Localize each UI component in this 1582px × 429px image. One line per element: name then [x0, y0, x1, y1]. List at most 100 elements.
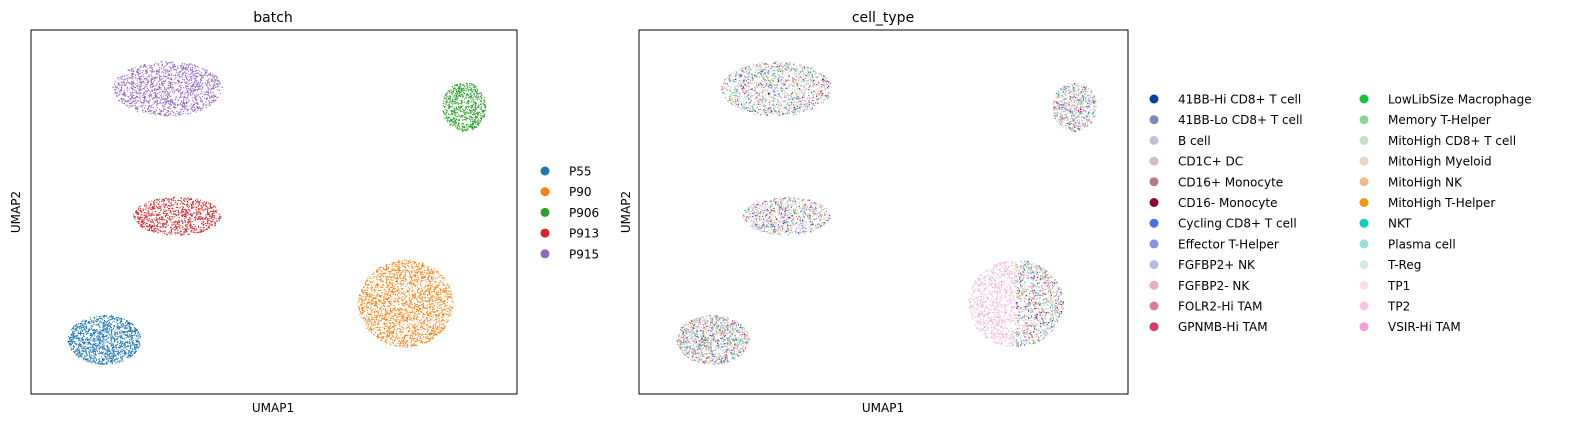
legend-label-T-Reg: T-Reg	[1387, 258, 1421, 272]
cell-type-cluster-points	[745, 205, 830, 235]
legend-label-P55: P55	[569, 165, 592, 179]
legend-label-41BB-Lo CD8+ T cell: 41BB-Lo CD8+ T cell	[1178, 113, 1303, 127]
legend-marker-MitoHigh NK	[1359, 177, 1369, 187]
cell-type-cluster-points	[746, 199, 830, 236]
cell-type-legend: 41BB-Hi CD8+ T cell 41BB-Lo CD8+ T cell B …	[1149, 93, 1532, 334]
legend-marker-LowLibSize Macrophage	[1359, 94, 1369, 104]
batch-cluster-P90	[358, 259, 454, 348]
legend-marker-P915	[540, 249, 550, 259]
legend-label-LowLibSize Macrophage: LowLibSize Macrophage	[1388, 93, 1532, 107]
cell-type-cluster-points	[1015, 267, 1062, 344]
batch-cluster-P915	[112, 61, 223, 117]
legend-marker-TP2	[1359, 301, 1369, 311]
cell-type-cluster-points	[968, 261, 1055, 347]
legend-label-MitoHigh T-Helper: MitoHigh T-Helper	[1388, 196, 1495, 210]
legend-label-P915: P915	[569, 247, 599, 261]
legend-label-MitoHigh CD8+ T cell: MitoHigh CD8+ T cell	[1388, 134, 1516, 148]
legend-label-P90: P90	[569, 185, 592, 199]
legend-marker-P90	[540, 187, 550, 197]
legend-label-MitoHigh NK: MitoHigh NK	[1388, 175, 1463, 189]
cell-type-cluster-points	[681, 319, 746, 365]
cell-type-scatter-points	[676, 61, 1098, 365]
cell-type-cluster-points	[742, 197, 829, 234]
legend-marker-MitoHigh CD8+ T cell	[1359, 135, 1369, 145]
legend-marker-FGFBP2- NK	[1149, 280, 1159, 290]
legend-marker-GPNMB-Hi TAM	[1149, 322, 1159, 332]
cell-type-cluster-points	[1016, 263, 1061, 345]
legend-label-FOLR2-Hi TAM: FOLR2-Hi TAM	[1178, 300, 1262, 314]
cell-type-cluster-points	[1053, 86, 1096, 132]
legend-marker-CD16- Monocyte	[1149, 198, 1159, 207]
batch-axes-frame	[30, 29, 518, 395]
legend-label-41BB-Hi CD8+ T cell: 41BB-Hi CD8+ T cell	[1178, 93, 1301, 107]
cell-type-cluster-points	[1053, 85, 1096, 130]
legend-label-P906: P906	[569, 206, 599, 220]
cell-type-ylabel: UMAP2	[619, 191, 633, 233]
legend-marker-Plasma cell	[1359, 239, 1369, 249]
cell-type-cluster-points	[1052, 83, 1096, 132]
legend-marker-FGFBP2+ NK	[1149, 260, 1159, 270]
cell-type-cluster-points	[724, 63, 824, 114]
legend-label-CD16+ Monocyte: CD16+ Monocyte	[1178, 175, 1283, 189]
legend-marker-VSIR-Hi TAM	[1359, 322, 1369, 332]
cell-type-cluster-points	[1056, 87, 1091, 130]
cell-type-xlabel: UMAP1	[862, 401, 904, 415]
cell-type-cluster-points	[1057, 87, 1096, 129]
cell-type-title: cell_type	[852, 10, 914, 26]
cell-type-cluster-points	[677, 316, 748, 364]
cell-type-cluster-points	[722, 63, 829, 113]
legend-marker-MitoHigh T-Helper	[1359, 198, 1369, 207]
legend-marker-T-Reg	[1359, 260, 1369, 270]
batch-scatter-points	[67, 61, 487, 365]
cell-type-cluster-points	[1015, 264, 1060, 341]
legend-label-Memory T-Helper: Memory T-Helper	[1388, 113, 1491, 127]
cell-type-cluster-points	[1057, 88, 1094, 129]
legend-label-MitoHigh Myeloid: MitoHigh Myeloid	[1388, 155, 1492, 169]
cell-type-cluster-points	[676, 317, 745, 363]
cell-type-cluster-points	[1016, 263, 1065, 347]
batch-panel: batch UMAP1 UMAP2 P55 P90 P906 P913 P915	[9, 10, 599, 415]
legend-marker-Effector T-Helper	[1149, 239, 1159, 249]
legend-label-TP2: TP2	[1387, 300, 1410, 314]
legend-label-P913: P913	[569, 227, 599, 241]
legend-label-CD1C+ DC: CD1C+ DC	[1178, 155, 1243, 169]
batch-xlabel: UMAP1	[252, 401, 294, 415]
cell-type-cluster-points	[1015, 261, 1060, 347]
cell-type-cluster-points	[678, 316, 750, 365]
cell-type-cluster-points	[721, 62, 828, 115]
legend-marker-P906	[540, 207, 550, 217]
legend-marker-CD1C+ DC	[1149, 156, 1159, 166]
legend-label-CD16- Monocyte: CD16- Monocyte	[1178, 196, 1277, 210]
batch-legend: P55 P90 P906 P913 P915	[540, 165, 599, 261]
legend-marker-FOLR2-Hi TAM	[1149, 301, 1159, 311]
batch-cluster-P913	[133, 196, 222, 236]
cell-type-cluster-points	[1057, 86, 1094, 130]
legend-label-NKT: NKT	[1388, 217, 1412, 231]
batch-cluster-P55	[67, 314, 141, 365]
batch-title: batch	[253, 10, 293, 26]
batch-cluster-P906	[442, 82, 487, 132]
cell-type-cluster-points	[968, 261, 1056, 344]
legend-label-Effector T-Helper: Effector T-Helper	[1178, 237, 1279, 251]
legend-marker-MitoHigh Myeloid	[1359, 156, 1369, 166]
legend-marker-41BB-Lo CD8+ T cell	[1149, 115, 1159, 125]
legend-marker-NKT	[1359, 218, 1369, 228]
cell-type-panel: cell_type UMAP1 UMAP2 41BB-Hi CD8+ T cel…	[619, 10, 1532, 415]
cell-type-axes-frame	[638, 29, 1129, 395]
legend-label-FGFBP2+ NK: FGFBP2+ NK	[1178, 258, 1256, 272]
legend-marker-B cell	[1149, 135, 1159, 145]
cell-type-cluster-points	[1015, 264, 1061, 345]
cell-type-cluster-points	[1053, 88, 1095, 124]
cell-type-cluster-points	[726, 62, 831, 116]
legend-marker-P55	[540, 166, 550, 176]
legend-marker-P913	[540, 228, 550, 238]
legend-label-TP1: TP1	[1387, 279, 1410, 293]
legend-marker-TP1	[1359, 280, 1369, 290]
legend-marker-Memory T-Helper	[1359, 115, 1369, 125]
legend-label-FGFBP2- NK: FGFBP2- NK	[1178, 279, 1250, 293]
legend-label-VSIR-Hi TAM: VSIR-Hi TAM	[1388, 320, 1461, 334]
legend-marker-Cycling CD8+ T cell	[1149, 218, 1159, 228]
legend-label-GPNMB-Hi TAM: GPNMB-Hi TAM	[1178, 320, 1268, 334]
legend-label-Plasma cell: Plasma cell	[1388, 237, 1456, 251]
